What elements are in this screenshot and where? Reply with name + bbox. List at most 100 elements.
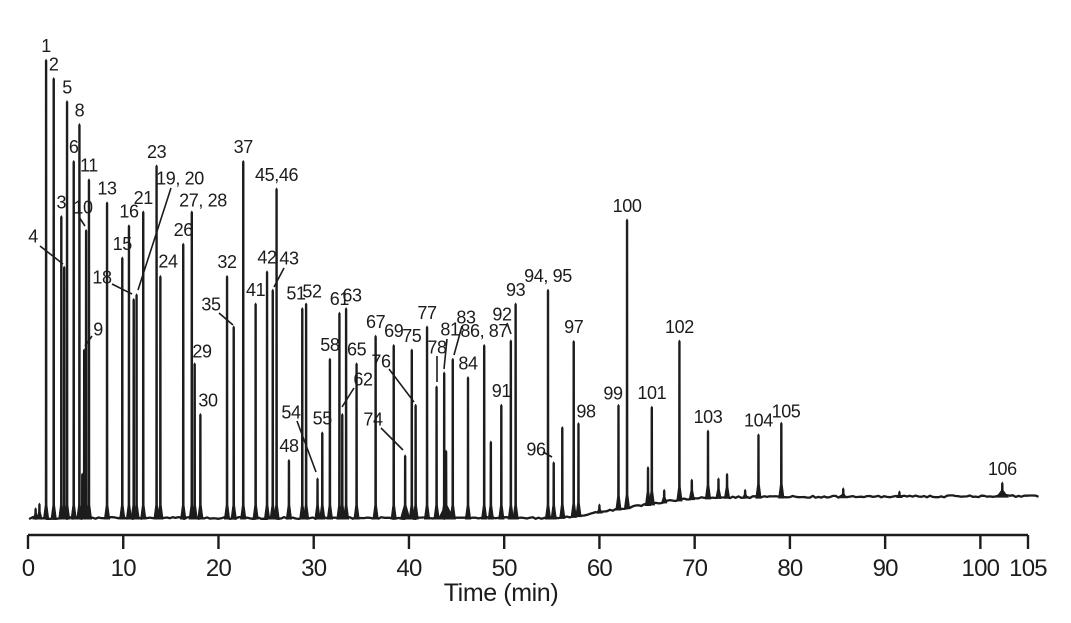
peak-5 [63,100,71,520]
peak-94-95 [544,288,552,520]
peak-unlabeled-76 [723,472,731,499]
peak-label-2: 2 [49,54,59,74]
peak-label-6: 6 [69,137,79,157]
peak-label-32: 32 [217,252,237,272]
peak-45-46 [273,187,280,520]
peak-86-87 [481,343,488,520]
peak-label-35: 35 [201,295,221,315]
x-axis-title: Time (min) [444,579,559,607]
peak-label-103: 103 [694,407,723,427]
peak-30 [197,412,204,520]
peak-label-63: 63 [342,286,362,306]
peak-label-61: 61 [330,289,350,309]
peak-98 [575,421,582,518]
peak-75 [408,348,415,520]
x-tick-label-100: 100 [962,555,1000,582]
peak-leader-35 [218,312,234,326]
peak-74 [399,454,411,520]
peak-16 [125,224,133,520]
peak-43 [269,288,276,520]
peak-label-30: 30 [198,391,218,411]
peak-label-96: 96 [526,440,546,460]
peak-65 [353,362,360,520]
peak-84 [464,376,472,520]
peak-label-15: 15 [113,234,133,254]
peak-label-54: 54 [281,403,301,423]
peak-label-27-28: 27, 28 [179,191,227,211]
peak-96 [550,461,557,520]
peak-69 [390,343,397,520]
peak-label-3: 3 [57,192,67,212]
peak-leader-83 [453,325,463,356]
peak-unlabeled-74 [688,478,695,501]
peak-leader-19-20 [137,187,172,291]
peak-label-91: 91 [492,381,512,401]
peak-label-41: 41 [246,280,266,300]
peak-48 [285,458,293,520]
peak-label-101: 101 [637,383,666,403]
peak-19-20 [133,293,140,520]
peak-label-11: 11 [80,156,98,176]
peak-label-24: 24 [158,252,178,272]
peak-leader-96 [542,451,553,458]
x-tick-label-40: 40 [396,555,422,582]
x-tick-label-30: 30 [301,555,327,582]
peak-label-42: 42 [257,248,277,268]
peak-label-26: 26 [174,220,194,240]
peak-leader-43 [273,267,285,288]
peak-78 [433,385,440,520]
peak-11 [85,178,93,520]
x-tick-label-60: 60 [587,555,613,582]
peak-label-94-95: 94, 95 [524,266,572,286]
peak-13 [103,201,111,520]
peak-label-75: 75 [402,326,422,346]
peak-label-48: 48 [279,436,299,456]
peak-label-106: 106 [988,459,1017,479]
peak-leader-10 [78,216,86,227]
peak-105 [778,421,785,499]
peak-2 [50,77,57,520]
peak-label-58: 58 [320,335,340,355]
peak-label-84: 84 [458,353,478,373]
peak-100 [623,218,631,510]
peak-6 [70,159,77,520]
peak-unlabeled-67 [79,472,86,520]
peak-unlabeled-66 [36,502,43,520]
peak-label-78: 78 [427,338,447,358]
peak-label-18: 18 [92,268,112,288]
peak-label-97: 97 [564,317,584,337]
peak-label-13: 13 [97,179,117,199]
peak-8 [76,123,83,520]
peak-41 [252,302,259,520]
peak-label-62: 62 [353,370,373,390]
peak-63 [342,307,350,520]
x-tick-label-10: 10 [111,555,137,582]
peak-label-8: 8 [75,100,85,120]
peak-label-86-87: 86, 87 [460,321,508,341]
peak-label-5: 5 [62,77,72,97]
peak-label-51: 51 [286,284,306,304]
peak-24 [157,274,164,520]
peak-104 [755,433,762,499]
peak-35 [230,325,237,520]
peak-101 [648,405,655,506]
peak-leader-9 [84,335,93,347]
peak-label-81: 81 [440,320,460,340]
peak-83 [449,357,456,520]
peak-leader-76 [388,368,415,403]
peak-21 [140,210,147,520]
peak-91 [498,403,505,520]
peak-92 [507,339,514,520]
peak-103 [704,429,712,500]
peak-leader-74 [380,427,404,451]
peak-leader-81 [443,338,448,370]
x-axis: 0 10 20 30 40 50 60 70 80 90 100 105 [22,533,1048,582]
peak-label-93: 93 [506,280,526,300]
peak-label-98: 98 [576,402,596,422]
peak-label-105: 105 [772,402,801,422]
peak-label-76: 76 [371,352,391,372]
peak-label-55: 55 [313,409,333,429]
